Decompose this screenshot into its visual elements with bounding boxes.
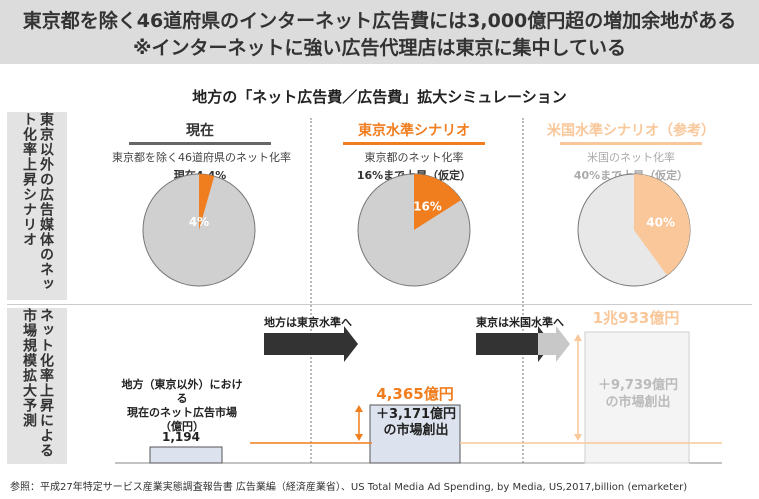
footnote: 参照：平成27年特定サービス産業実態調査報告書 広告業編（経済産業省）、US T… — [10, 482, 688, 493]
scenario-us-underline — [560, 142, 702, 145]
bar-us — [584, 331, 690, 464]
current-market-label: 地方（東京以外）における 現在のネット広告市場 （億円） — [121, 378, 243, 433]
row-label-top-text: 東京以外の広告媒体のネット化率上昇シナリオ — [21, 112, 54, 292]
increment-arrow-us-head-bottom — [574, 434, 582, 441]
column-divider-1 — [310, 118, 312, 463]
increment-arrow-tokyo-head-top — [355, 405, 363, 412]
scenario-tokyo-underline — [343, 142, 485, 145]
scenario-us: 米国水準シナリオ（参考） 米国のネット化率 40%まで上昇（仮定） — [536, 120, 726, 183]
header-line-1: 東京都を除く46道府県のインターネット広告費には3,000億円超の増加余地がある — [22, 10, 737, 32]
scenario-current-underline — [129, 142, 271, 145]
pie-tokyo-slice — [414, 174, 462, 230]
increment-arrow-us-head-top — [574, 334, 582, 341]
pie-current-label: 4% — [189, 215, 209, 229]
pie-current-slice — [199, 174, 215, 230]
scenario-us-desc: 米国のネット化率 — [587, 151, 675, 164]
pie-current: 4% — [142, 173, 256, 287]
pie-us-slice — [634, 174, 691, 276]
row-label-top: 東京以外の広告媒体のネット化率上昇シナリオ — [7, 112, 67, 300]
bar-current — [149, 446, 223, 464]
row-label-bottom-text: ネット化率上昇による市場規模拡大予測 — [21, 308, 54, 458]
pie-us: 40% — [577, 173, 691, 287]
bar-tokyo — [369, 404, 461, 464]
scenario-current-desc: 東京都を除く46道府県のネット化率 — [112, 151, 291, 164]
increment-arrow-tokyo-head-bottom — [355, 434, 363, 441]
increment-text-tokyo: ＋3,171億円 の市場創出 — [375, 407, 457, 438]
scenario-current: 現在 東京都を除く46道府県のネット化率 現在4.4% — [112, 120, 291, 183]
arrow-to-tokyo — [264, 326, 358, 362]
scenario-tokyo: 東京水準シナリオ 東京都のネット化率 16%まで上昇（仮定） — [326, 120, 502, 183]
scenario-us-name: 米国水準シナリオ（参考） — [547, 123, 715, 139]
pie-us-label: 40% — [646, 215, 675, 229]
column-divider-2 — [522, 118, 524, 463]
chart-title: 地方の「ネット広告費／広告費」拡大シミュレーション — [192, 88, 567, 106]
arrow-to-us-dark — [476, 326, 552, 362]
arrow-label-first: 地方は東京水準へ — [264, 316, 352, 329]
increment-arrow-us — [574, 334, 582, 441]
scenario-current-name: 現在 — [186, 123, 214, 139]
scenario-tokyo-desc: 東京都のネット化率 — [364, 151, 464, 164]
increment-arrow-tokyo — [355, 405, 363, 441]
row-divider — [7, 304, 752, 305]
header-banner: 東京都を除く46道府県のインターネット広告費には3,000億円超の増加余地がある… — [0, 0, 759, 64]
arrow-label-second: 東京は米国水準へ — [476, 316, 564, 329]
row-label-bottom: ネット化率上昇による市場規模拡大予測 — [7, 308, 67, 464]
bar-value-us: 1兆933億円 — [593, 309, 680, 327]
increment-text-us: ＋9,739億円 の市場創出 — [597, 378, 679, 410]
header-line-2: ※インターネットに強い広告代理店は東京に集中している — [133, 37, 626, 59]
arrow-to-us-light — [538, 326, 570, 362]
pie-tokyo-label: 16% — [413, 199, 442, 213]
bar-value-current: 1,194 — [162, 430, 200, 444]
scenario-tokyo-name: 東京水準シナリオ — [358, 123, 470, 139]
pie-tokyo: 16% — [357, 173, 471, 287]
bar-value-tokyo: 4,365億円 — [376, 385, 453, 403]
